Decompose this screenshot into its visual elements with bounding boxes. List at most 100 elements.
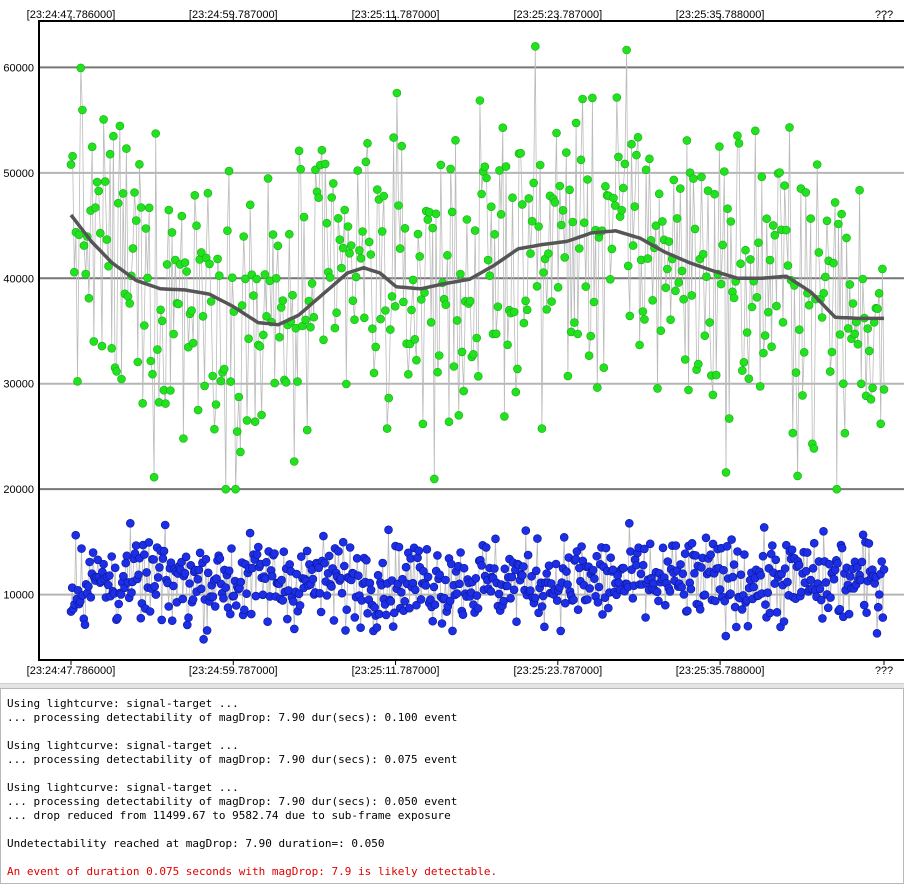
target-points-point bbox=[115, 121, 125, 131]
comparison-points-point bbox=[519, 562, 528, 571]
comparison-points-point bbox=[86, 592, 96, 602]
comparison-points-point bbox=[289, 624, 299, 634]
comparison-points-point bbox=[592, 551, 602, 561]
target-points-point bbox=[574, 244, 584, 253]
target-points-point bbox=[161, 399, 170, 408]
target-points-point bbox=[125, 299, 134, 308]
comparison-points-point bbox=[802, 548, 812, 557]
comparison-points-point bbox=[719, 565, 728, 575]
comparison-points-point bbox=[201, 554, 211, 564]
comparison-points-point bbox=[671, 541, 681, 550]
target-points-point bbox=[413, 229, 423, 239]
target-points-point bbox=[382, 424, 392, 433]
log-line: Using lightcurve: signal-target ... bbox=[7, 697, 239, 710]
comparison-points-point bbox=[540, 622, 549, 632]
comparison-points-point bbox=[808, 563, 818, 573]
comparison-points-point bbox=[103, 580, 113, 590]
comparison-points-point bbox=[559, 532, 569, 542]
target-points-point bbox=[433, 367, 442, 377]
comparison-points-point bbox=[236, 577, 246, 587]
target-points-point bbox=[617, 205, 627, 215]
target-points-point bbox=[224, 166, 234, 176]
target-points-point bbox=[325, 273, 335, 282]
comparison-points-point bbox=[416, 595, 426, 604]
target-points-point bbox=[716, 279, 726, 289]
target-points-point bbox=[555, 181, 565, 191]
comparison-points-point bbox=[366, 585, 376, 595]
target-points-point bbox=[174, 299, 183, 309]
target-points-point bbox=[81, 269, 90, 279]
target-points-point bbox=[99, 115, 108, 124]
target-points-point bbox=[718, 240, 728, 250]
comparison-points-point bbox=[758, 551, 768, 561]
lightcurve-chart[interactable]: 10000 20000 30000 40000 50000 60000 [23:24:47.… bbox=[0, 0, 904, 683]
target-points-point bbox=[68, 151, 77, 161]
target-points-point bbox=[428, 223, 438, 233]
comparison-points-point bbox=[88, 548, 98, 557]
target-points-point bbox=[760, 331, 770, 340]
target-points-point bbox=[592, 383, 602, 392]
comparison-points-point bbox=[652, 587, 662, 597]
comparison-points-point bbox=[401, 562, 411, 572]
target-points-point bbox=[638, 307, 648, 316]
log-line: ... processing detectability of magDrop:… bbox=[7, 753, 458, 766]
comparison-points-point bbox=[116, 590, 126, 599]
target-points-point bbox=[744, 374, 754, 384]
target-points-point bbox=[778, 317, 788, 327]
target-points-point bbox=[607, 244, 617, 254]
target-points-point bbox=[333, 214, 343, 223]
target-points-point bbox=[436, 160, 446, 170]
comparison-points-point bbox=[419, 566, 428, 576]
target-points-point bbox=[91, 203, 100, 212]
target-points-point bbox=[879, 385, 889, 394]
target-points-point bbox=[618, 183, 628, 193]
comparison-points-point bbox=[697, 563, 706, 572]
target-points-point bbox=[526, 249, 535, 258]
log-output-panel[interactable]: Using lightcurve: signal-target ... ... p… bbox=[0, 688, 904, 884]
log-line: ... drop reduced from 11499.67 to 9582.7… bbox=[7, 809, 451, 822]
target-points-point bbox=[858, 274, 868, 284]
x-tick-label-top-3: [23:25:23.787000] bbox=[513, 9, 602, 21]
target-points-point bbox=[503, 340, 512, 350]
target-points-point bbox=[812, 160, 822, 169]
target-points-point bbox=[703, 186, 713, 195]
comparison-points-point bbox=[821, 578, 831, 587]
x-tick-label-bottom-5: ??? bbox=[875, 665, 893, 677]
target-points-point bbox=[664, 237, 674, 246]
comparison-points-point bbox=[279, 547, 289, 557]
comparison-points-point bbox=[833, 558, 842, 568]
comparison-points-point bbox=[181, 552, 191, 562]
target-points-point bbox=[571, 118, 581, 128]
target-points-point bbox=[397, 141, 407, 151]
target-points-point bbox=[741, 245, 750, 255]
plot-panel[interactable]: 10000 20000 30000 40000 50000 60000 [23:24:47.… bbox=[0, 0, 904, 683]
comparison-points-point bbox=[231, 601, 241, 610]
target-points-point bbox=[105, 149, 115, 159]
comparison-points-point bbox=[99, 559, 108, 569]
comparison-points-point bbox=[302, 546, 312, 556]
target-points-point bbox=[524, 194, 534, 203]
target-points-point bbox=[651, 221, 661, 230]
comparison-points-point bbox=[219, 593, 228, 603]
comparison-points-point bbox=[783, 577, 792, 587]
comparison-points-point bbox=[872, 628, 882, 638]
comparison-points-point bbox=[362, 555, 371, 565]
comparison-points-point bbox=[240, 605, 249, 615]
target-points-point bbox=[601, 182, 610, 191]
target-points-point bbox=[143, 273, 152, 283]
comparison-points-point bbox=[278, 596, 288, 605]
target-points-point bbox=[822, 216, 832, 226]
target-points-point bbox=[568, 217, 578, 227]
target-points-point bbox=[527, 216, 537, 226]
target-points-point bbox=[785, 123, 794, 132]
target-points-point bbox=[228, 273, 237, 283]
target-points-point bbox=[788, 428, 798, 438]
target-points-point bbox=[547, 297, 556, 306]
panel-splitter[interactable] bbox=[0, 683, 904, 688]
target-points-point bbox=[369, 368, 379, 378]
target-points-point bbox=[739, 357, 749, 367]
comparison-points-point bbox=[84, 582, 93, 591]
target-points-point bbox=[231, 484, 240, 494]
target-points-point bbox=[301, 315, 310, 325]
comparison-points-point bbox=[363, 608, 372, 618]
